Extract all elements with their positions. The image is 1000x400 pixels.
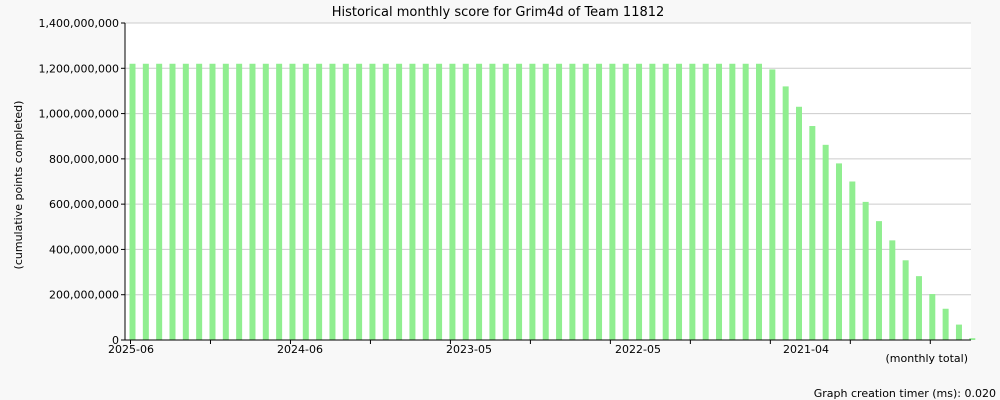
bar (716, 63, 723, 340)
bar (196, 63, 203, 340)
y-tick-label: 200,000,000 (49, 289, 119, 302)
x-tick-label: 2022-05 (615, 343, 661, 356)
y-tick-label: 1,000,000,000 (39, 108, 119, 121)
bar (822, 144, 829, 340)
bar (636, 63, 643, 340)
bar (929, 294, 936, 340)
bar (209, 63, 216, 340)
bar (462, 63, 469, 340)
bar (556, 63, 563, 340)
bar (262, 63, 269, 340)
x-tick-label: 2024-06 (277, 343, 323, 356)
bar (342, 63, 349, 340)
bar (582, 63, 589, 340)
bar-series (129, 63, 976, 344)
bar (396, 63, 403, 340)
bar (689, 63, 696, 340)
y-tick-label: 0 (112, 334, 119, 347)
bar (142, 63, 149, 340)
bar (222, 63, 229, 340)
bar (449, 63, 456, 340)
chart-title: Historical monthly score for Grim4d of T… (332, 5, 665, 20)
y-tick-label: 1,400,000,000 (39, 17, 119, 30)
bar (436, 63, 443, 340)
bar (609, 63, 616, 340)
bar (502, 63, 509, 340)
bar (596, 63, 603, 340)
x-tick-labels: 2025-06 2024-06 2023-05 2022-05 2021-04 (108, 343, 829, 356)
y-axis-label: (cumulative points completed) (12, 101, 25, 270)
bar (915, 276, 922, 340)
bar (889, 240, 896, 340)
bar (329, 63, 336, 340)
bar (409, 63, 416, 340)
bar (756, 63, 763, 340)
bar (742, 63, 749, 340)
bar (236, 63, 243, 340)
bar (769, 69, 776, 341)
y-tick-label: 600,000,000 (49, 198, 119, 211)
bar (316, 63, 323, 340)
bar (875, 221, 882, 341)
bar (862, 201, 869, 340)
bar (249, 63, 256, 340)
bar (489, 63, 496, 340)
bar (955, 324, 962, 340)
bar (809, 126, 816, 341)
bar (476, 63, 483, 340)
bar (729, 63, 736, 340)
bar (369, 63, 376, 340)
bar (835, 163, 842, 340)
bar (702, 63, 709, 340)
bar (529, 63, 536, 340)
bar (289, 63, 296, 340)
bar (302, 63, 309, 340)
x-axis-label: (monthly total) (886, 352, 969, 365)
bar (276, 63, 283, 340)
y-tick-label: 400,000,000 (49, 243, 119, 256)
bar (569, 63, 576, 340)
y-tick-labels: 0 200,000,000 400,000,000 600,000,000 800,00… (39, 17, 119, 347)
axes (124, 23, 971, 341)
bar (969, 338, 976, 340)
bar (542, 63, 549, 340)
bar (676, 63, 683, 340)
bar (422, 63, 429, 340)
bar (169, 63, 176, 340)
bar (622, 63, 629, 340)
bar (782, 86, 789, 341)
bar (156, 63, 163, 340)
bar (382, 63, 389, 340)
x-tick-label: 2023-05 (446, 343, 492, 356)
y-tick-label: 800,000,000 (49, 153, 119, 166)
bar (649, 63, 656, 340)
bar (516, 63, 523, 340)
x-tick-label: 2021-04 (783, 343, 829, 356)
bar (182, 63, 189, 340)
x-tick-label: 2025-06 (108, 343, 154, 356)
bar (849, 181, 856, 340)
bar (902, 260, 909, 340)
bar (662, 63, 669, 340)
bar (796, 106, 802, 340)
bar (356, 63, 363, 340)
graph-timer-footer: Graph creation timer (ms): 0.020 (814, 387, 996, 400)
bar (129, 63, 136, 340)
y-tick-label: 1,200,000,000 (39, 62, 119, 75)
bar (942, 308, 949, 340)
